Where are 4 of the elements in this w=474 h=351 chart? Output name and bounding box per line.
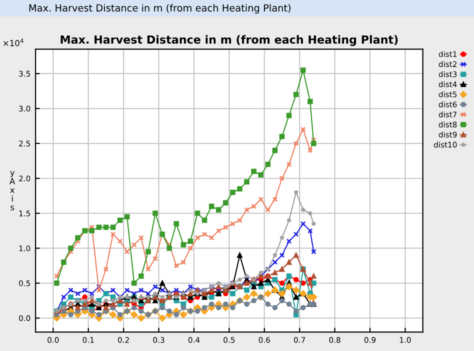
chart-title: Max. Harvest Distance in m (from each Heating Plant)	[60, 35, 398, 46]
text: Max. Harvest Distance in m (from each Heating Plant)	[29, 4, 290, 14]
y-axis-title: y Axis	[10, 170, 16, 210]
text: ×10$^{4}$	[4, 38, 24, 46]
